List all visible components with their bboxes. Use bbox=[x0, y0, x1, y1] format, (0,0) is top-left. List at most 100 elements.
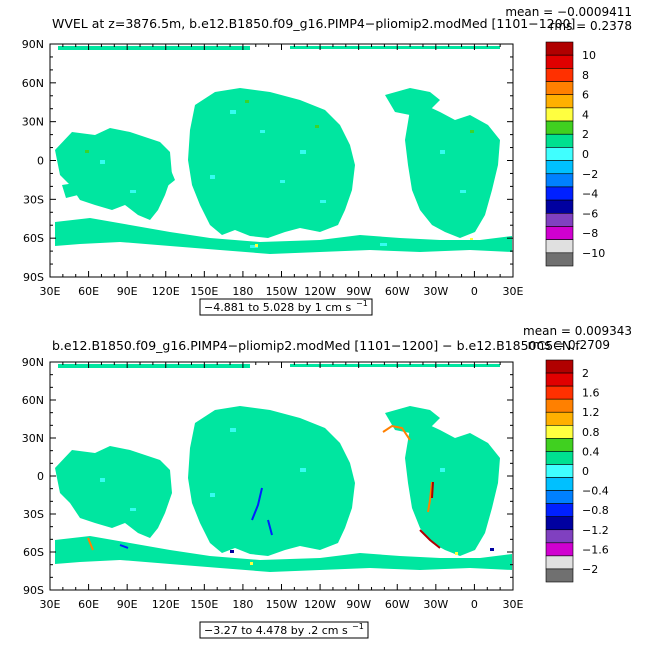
lon-tick-label: 180 bbox=[232, 285, 253, 298]
lon-axis: 30E 60E 90E 120E 150E 180 150W 120W 90W 60W 30W 0 30… bbox=[40, 362, 524, 611]
colorbar-swatch bbox=[545, 568, 574, 583]
lat-tick-label: 30N bbox=[22, 116, 44, 129]
range-label: −4.881 to 5.028 by 1 cm s bbox=[204, 301, 351, 314]
colorbar-label: −6 bbox=[582, 207, 598, 220]
colorbar-label: 10 bbox=[582, 49, 596, 62]
colorbar-swatch bbox=[545, 438, 574, 452]
colorbar-swatch bbox=[545, 555, 574, 570]
lon-tick-label: 60E bbox=[78, 598, 99, 611]
colorbar-swatch bbox=[545, 239, 574, 254]
lat-tick-label: 60N bbox=[22, 394, 44, 407]
colorbar-swatch bbox=[545, 54, 574, 69]
lat-tick-label: 0 bbox=[37, 155, 44, 168]
colorbar-swatch bbox=[545, 529, 574, 544]
lon-tick-label: 90E bbox=[117, 285, 138, 298]
colorbar-swatch bbox=[545, 226, 574, 240]
lat-tick-label: 0 bbox=[37, 470, 44, 483]
lon-tick-label: 150E bbox=[190, 285, 218, 298]
colorbar-swatch bbox=[545, 503, 574, 518]
colorbar: 2 1.6 1.2 0.8 0.4 0 −0.4 −0.8 −1.2 −1.6 −2 bbox=[545, 359, 609, 583]
lon-tick-label: 30E bbox=[503, 285, 524, 298]
ocean-field bbox=[55, 46, 512, 254]
colorbar-swatch bbox=[545, 68, 574, 82]
mean-label: mean = −0.0009411 bbox=[505, 5, 632, 19]
lon-tick-label: 30E bbox=[40, 598, 61, 611]
colorbar-swatch bbox=[545, 477, 574, 491]
lon-tick-label: 0 bbox=[471, 598, 478, 611]
lon-tick-label: 0 bbox=[471, 285, 478, 298]
range-exponent: −1 bbox=[356, 299, 368, 308]
lon-tick-label: 90W bbox=[346, 598, 371, 611]
mean-label: mean = 0.009343 bbox=[523, 324, 632, 338]
colorbar-label: −8 bbox=[582, 227, 598, 240]
lon-tick-label: 60W bbox=[385, 285, 410, 298]
rms-label: rms = 0.2709 bbox=[528, 338, 610, 352]
lon-tick-label: 120W bbox=[304, 598, 336, 611]
colorbar-label: −2 bbox=[582, 168, 598, 181]
lat-tick-label: 90S bbox=[23, 584, 44, 597]
colorbar-swatch bbox=[545, 372, 574, 387]
lat-tick-label: 60N bbox=[22, 77, 44, 90]
range-exponent: −1 bbox=[352, 622, 364, 631]
colorbar-swatch bbox=[545, 359, 574, 374]
lat-tick-label: 90N bbox=[22, 356, 44, 369]
panel-title: WVEL at z=3876.5m, b.e12.B1850.f09_g16.P… bbox=[52, 16, 575, 31]
lon-tick-label: 60E bbox=[78, 285, 99, 298]
lon-tick-label: 120W bbox=[304, 285, 336, 298]
colorbar-label: −2 bbox=[582, 563, 598, 576]
colorbar-label: 0.4 bbox=[582, 445, 600, 458]
lat-axis: 90N 60N 30N 0 30S 60S 90S bbox=[22, 356, 513, 597]
colorbar-label: 4 bbox=[582, 108, 589, 121]
colorbar-swatch bbox=[545, 464, 574, 478]
lat-tick-label: 60S bbox=[23, 232, 44, 245]
map-plot bbox=[49, 361, 514, 591]
colorbar-swatch bbox=[545, 41, 574, 56]
colorbar-swatch bbox=[545, 252, 574, 267]
panel-title: b.e12.B1850.f09_g16.PIMP4−pliomip2.modMe… bbox=[52, 338, 580, 353]
colorbar-label: 2 bbox=[582, 367, 589, 380]
lon-tick-label: 150W bbox=[266, 598, 298, 611]
colorbar-label: 0 bbox=[582, 465, 589, 478]
lon-tick-label: 30W bbox=[423, 285, 448, 298]
colorbar-label: 1.6 bbox=[582, 387, 600, 400]
lat-tick-label: 90N bbox=[22, 38, 44, 51]
colorbar-swatch bbox=[545, 81, 574, 96]
map-plot bbox=[49, 43, 514, 278]
colorbar-swatch bbox=[545, 542, 574, 557]
colorbar-swatch bbox=[545, 94, 574, 109]
colorbar-swatch bbox=[545, 186, 574, 201]
colorbar-swatch bbox=[545, 173, 574, 188]
colorbar-label: 0 bbox=[582, 148, 589, 161]
lon-tick-label: 150E bbox=[190, 598, 218, 611]
lon-tick-label: 30E bbox=[503, 598, 524, 611]
colorbar-label: −0.8 bbox=[582, 504, 609, 517]
lon-tick-label: 180 bbox=[232, 598, 253, 611]
ocean-field bbox=[55, 364, 512, 572]
range-box: −3.27 to 4.478 by .2 cm s −1 bbox=[199, 621, 369, 639]
colorbar: 10 8 6 4 2 0 −2 −4 −6 −8 −10 bbox=[545, 41, 605, 267]
lon-tick-label: 90E bbox=[117, 598, 138, 611]
lon-tick-label: 90W bbox=[346, 285, 371, 298]
colorbar-swatch bbox=[545, 490, 574, 504]
colorbar-swatch bbox=[545, 411, 574, 426]
colorbar-label: 0.8 bbox=[582, 426, 600, 439]
colorbar-swatch bbox=[545, 516, 574, 531]
range-label: −3.27 to 4.478 by .2 cm s bbox=[204, 624, 348, 637]
colorbar-swatch bbox=[545, 385, 574, 400]
colorbar-swatch bbox=[545, 160, 574, 175]
colorbar-label: 8 bbox=[582, 69, 589, 82]
colorbar-label: −1.6 bbox=[582, 543, 609, 556]
colorbar-swatch bbox=[545, 212, 574, 227]
panel-top: WVEL at z=3876.5m, b.e12.B1850.f09_g16.P… bbox=[22, 5, 632, 316]
colorbar-swatch bbox=[545, 147, 574, 161]
colorbar-label: 6 bbox=[582, 89, 589, 102]
lat-tick-label: 90S bbox=[23, 271, 44, 284]
lat-tick-label: 30S bbox=[23, 508, 44, 521]
colorbar-label: −0.4 bbox=[582, 485, 609, 498]
panel-bottom: b.e12.B1850.f09_g16.PIMP4−pliomip2.modMe… bbox=[22, 324, 632, 639]
colorbar-swatch bbox=[545, 398, 574, 413]
colorbar-swatch bbox=[545, 451, 574, 465]
lon-axis: 30E 60E 90E 120E 150E 180 150W 120W 90W 60W 30W 0 30… bbox=[40, 44, 524, 298]
colorbar-swatch bbox=[545, 133, 574, 148]
